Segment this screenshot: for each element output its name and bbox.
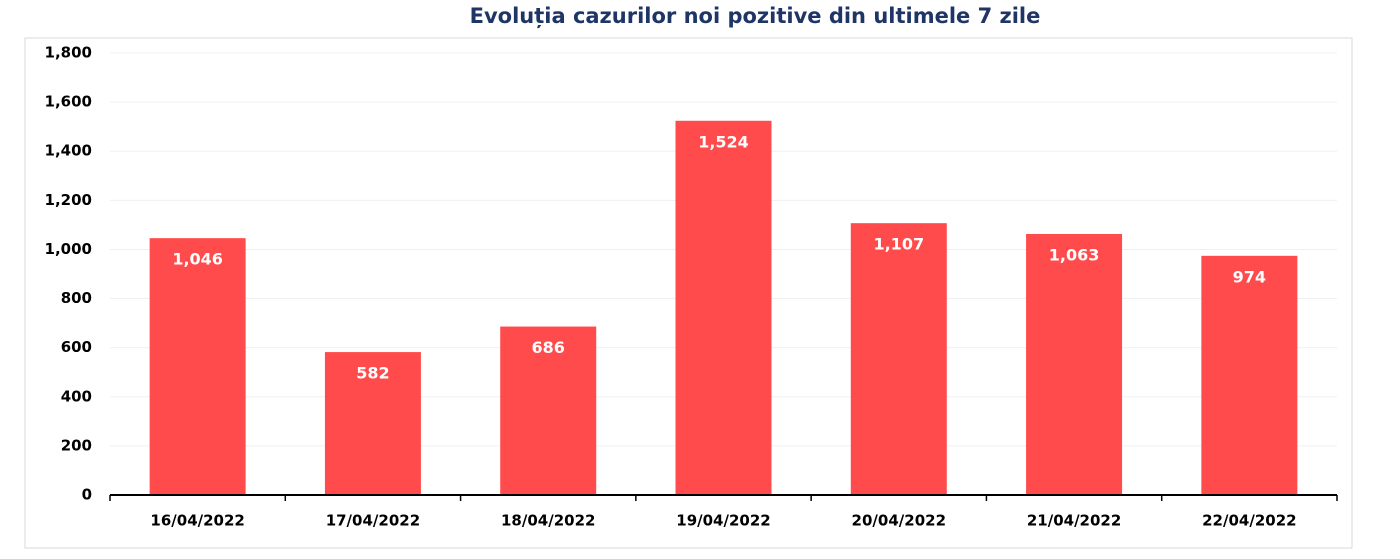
y-tick-label: 800 bbox=[61, 289, 92, 307]
y-tick-label: 0 bbox=[82, 486, 92, 504]
x-tick-label: 21/04/2022 bbox=[1027, 512, 1121, 530]
bar bbox=[149, 238, 246, 495]
bar bbox=[850, 223, 947, 496]
y-tick-label: 1,400 bbox=[45, 142, 92, 160]
chart-border bbox=[24, 37, 1353, 549]
y-tick-label: 1,200 bbox=[45, 191, 92, 209]
data-label: 582 bbox=[356, 364, 389, 383]
x-tick-label: 16/04/2022 bbox=[150, 512, 244, 530]
data-label: 974 bbox=[1233, 267, 1266, 286]
chart-title: Evoluția cazurilor noi pozitive din ulti… bbox=[470, 4, 1041, 29]
data-label: 1,046 bbox=[172, 250, 223, 269]
x-tick-label: 18/04/2022 bbox=[501, 512, 595, 530]
y-tick-label: 400 bbox=[61, 387, 92, 405]
data-label: 686 bbox=[532, 338, 565, 357]
x-tick-label: 22/04/2022 bbox=[1202, 512, 1296, 530]
data-label: 1,524 bbox=[698, 132, 749, 151]
bar bbox=[324, 352, 421, 495]
y-tick-label: 1,000 bbox=[45, 240, 92, 258]
bar bbox=[1201, 255, 1298, 495]
x-tick-label: 19/04/2022 bbox=[676, 512, 770, 530]
bar bbox=[500, 326, 597, 495]
bar bbox=[1026, 233, 1123, 496]
y-tick-label: 1,600 bbox=[45, 93, 92, 111]
y-tick-label: 1,800 bbox=[45, 44, 92, 62]
x-tick-label: 20/04/2022 bbox=[852, 512, 946, 530]
y-tick-label: 200 bbox=[61, 436, 92, 454]
x-tick-label: 17/04/2022 bbox=[326, 512, 420, 530]
y-tick-label: 600 bbox=[61, 338, 92, 356]
data-label: 1,063 bbox=[1049, 245, 1100, 264]
data-label: 1,107 bbox=[873, 235, 924, 254]
bar bbox=[675, 120, 772, 496]
